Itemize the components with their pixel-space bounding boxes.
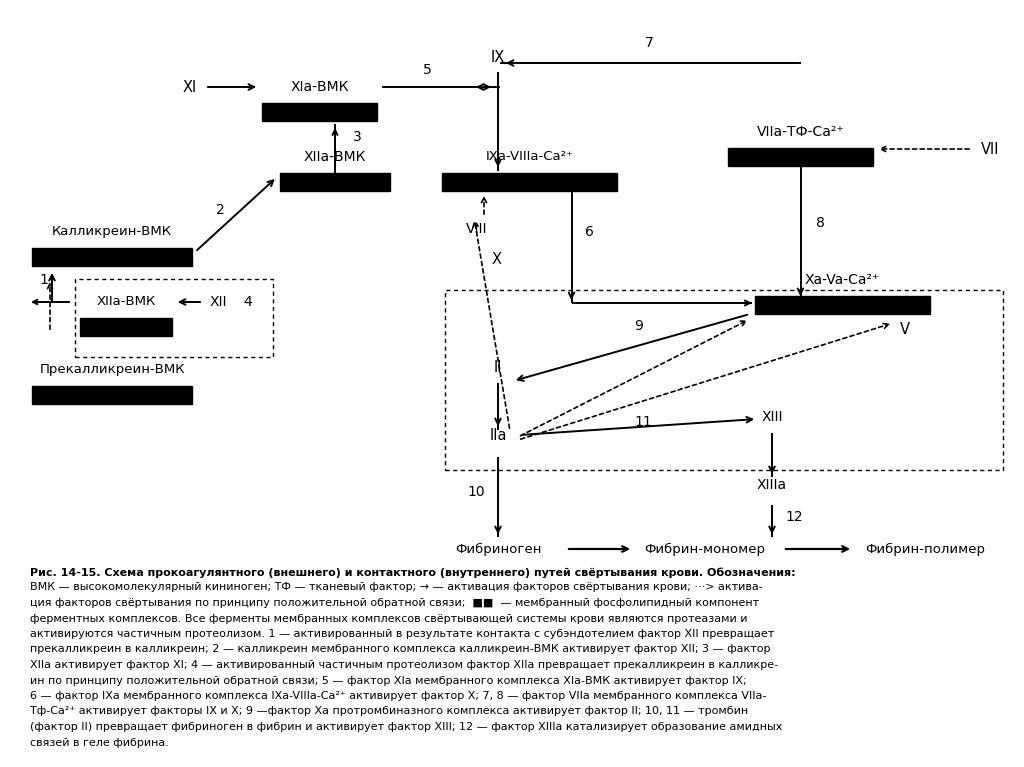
Text: VII: VII: [981, 141, 999, 156]
Text: Прекалликреин-ВМК: Прекалликреин-ВМК: [39, 364, 184, 377]
Text: XIIIa: XIIIa: [757, 478, 787, 492]
Text: (фактор II) превращает фибриноген в фибрин и активирует фактор XIII; 12 — фактор: (фактор II) превращает фибриноген в фибр…: [30, 722, 782, 732]
Bar: [280, 173, 390, 191]
Text: XIa-ВМК: XIa-ВМК: [291, 80, 349, 94]
Text: VIII: VIII: [466, 222, 487, 236]
Text: XI: XI: [183, 80, 198, 94]
Text: 11: 11: [634, 415, 652, 429]
Text: Фибрин-мономер: Фибрин-мономер: [644, 542, 766, 555]
Text: V: V: [900, 322, 910, 337]
Text: Тф-Ca²⁺ активирует факторы IX и X; 9 —фактор Xa протромбиназного комплекса актив: Тф-Ca²⁺ активирует факторы IX и X; 9 —фа…: [30, 706, 749, 716]
Text: 6: 6: [585, 225, 594, 239]
Text: Фибрин-полимер: Фибрин-полимер: [865, 542, 985, 555]
Text: 2: 2: [216, 202, 224, 216]
Text: II: II: [494, 360, 502, 374]
Text: 3: 3: [352, 130, 361, 144]
Bar: [262, 103, 377, 121]
Text: XIII: XIII: [761, 410, 782, 424]
Text: 7: 7: [645, 36, 653, 50]
Text: 8: 8: [816, 216, 825, 230]
Text: IIa: IIa: [489, 427, 507, 443]
Text: Xa-Va-Ca²⁺: Xa-Va-Ca²⁺: [805, 273, 880, 287]
Bar: [755, 296, 930, 314]
Text: IX: IX: [490, 50, 505, 64]
Text: XII: XII: [209, 295, 226, 309]
Text: 9: 9: [634, 319, 643, 333]
Bar: [80, 318, 172, 336]
Text: VIIa-ТФ-Ca²⁺: VIIa-ТФ-Ca²⁺: [757, 125, 845, 139]
Bar: [442, 173, 617, 191]
Text: ферментных комплексов. Все ферменты мембранных комплексов свёртывающей системы к: ферментных комплексов. Все ферменты мемб…: [30, 614, 748, 624]
Text: IXa-VIIIa-Ca²⁺: IXa-VIIIa-Ca²⁺: [485, 150, 573, 163]
Text: Рис. 14-15. Схема прокоагулянтного (внешнего) и контактного (внутреннего) путей : Рис. 14-15. Схема прокоагулянтного (внеш…: [30, 567, 796, 578]
Text: Фибриноген: Фибриноген: [455, 542, 542, 555]
Text: XIIa активирует фактор XI; 4 — активированный частичным протеолизом фактор XIIa : XIIa активирует фактор XI; 4 — активиров…: [30, 660, 778, 670]
Text: 5: 5: [423, 63, 432, 77]
Text: 10: 10: [467, 485, 484, 499]
Text: ВМК — высокомолекулярный кининоген; ТФ — тканевый фактор; → — активация факторов: ВМК — высокомолекулярный кининоген; ТФ —…: [30, 582, 763, 592]
Text: связей в геле фибрина.: связей в геле фибрина.: [30, 738, 169, 748]
Text: 6 — фактор IXa мембранного комплекса IXa-VIIIa-Ca²⁺ активирует фактор X; 7, 8 — : 6 — фактор IXa мембранного комплекса IXa…: [30, 691, 766, 701]
Text: Калликреин-ВМК: Калликреин-ВМК: [52, 225, 172, 239]
Text: XIIa-ВМК: XIIa-ВМК: [96, 295, 156, 308]
Bar: [728, 148, 873, 166]
Bar: [75, 279, 273, 357]
Bar: [445, 290, 1002, 470]
Text: прекалликреин в калликреин; 2 — калликреин мембранного комплекса калликреин-ВМК : прекалликреин в калликреин; 2 — калликре…: [30, 644, 770, 654]
Text: активируются частичным протеолизом. 1 — активированный в результате контакта с с: активируются частичным протеолизом. 1 — …: [30, 629, 774, 639]
Text: XIIa-ВМК: XIIa-ВМК: [304, 150, 367, 164]
Text: 4: 4: [244, 295, 252, 309]
Text: 12: 12: [785, 510, 803, 524]
Text: X: X: [492, 252, 502, 268]
Bar: [32, 386, 193, 404]
Text: ин по принципу положительной обратной связи; 5 — фактор XIa мембранного комплекс: ин по принципу положительной обратной св…: [30, 676, 746, 686]
Text: ция факторов свёртывания по принципу положительной обратной связи;  ■■  — мембра: ция факторов свёртывания по принципу пол…: [30, 598, 759, 608]
Bar: [32, 248, 193, 266]
Text: 1: 1: [40, 273, 48, 287]
